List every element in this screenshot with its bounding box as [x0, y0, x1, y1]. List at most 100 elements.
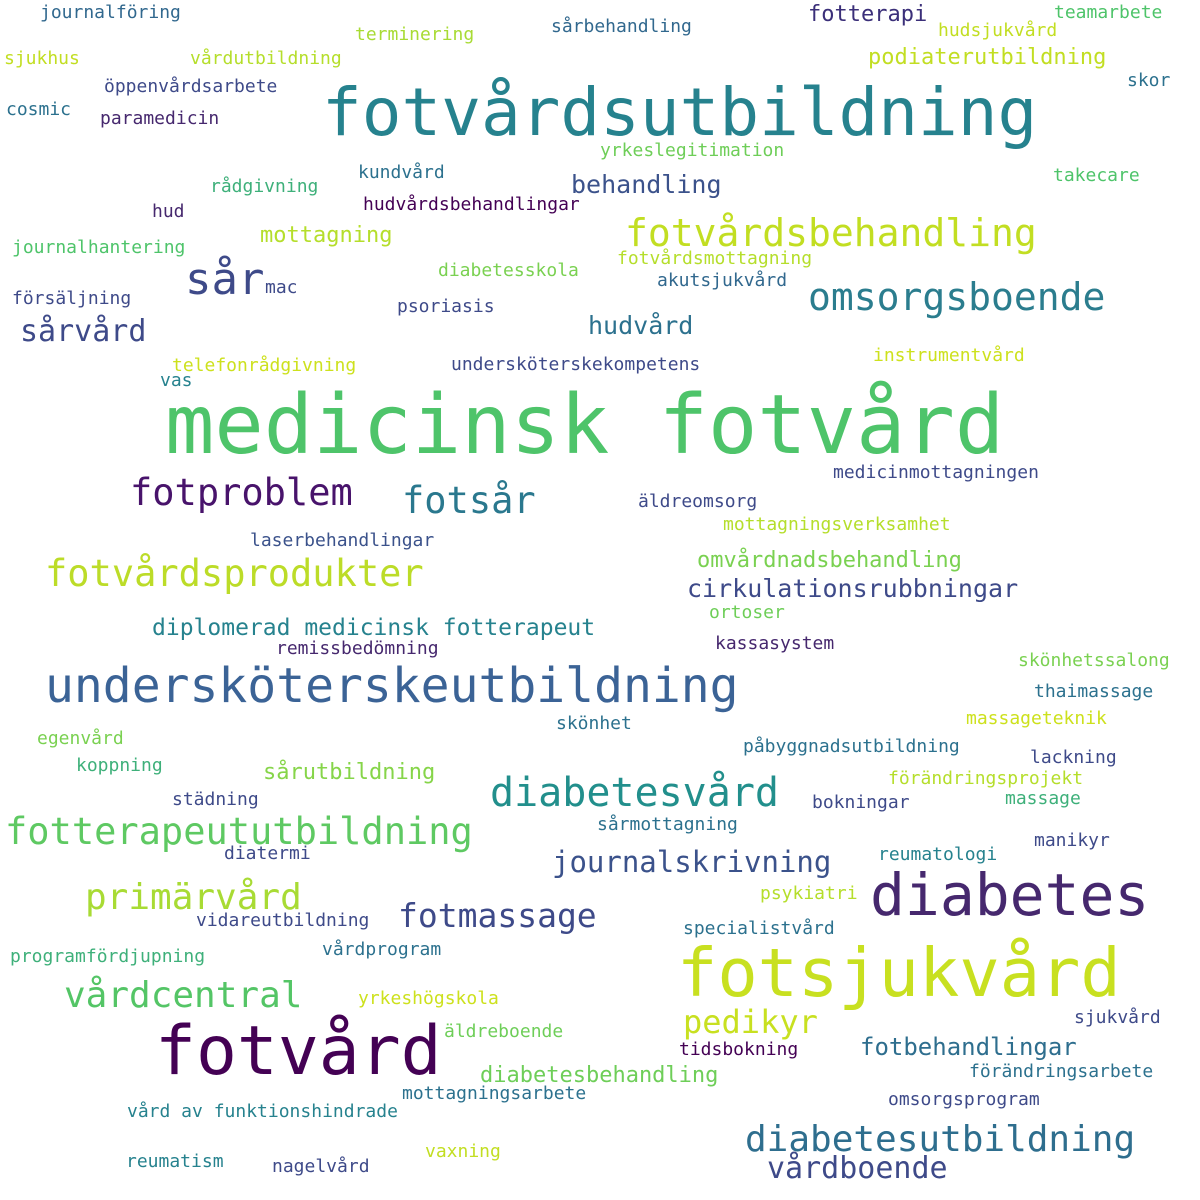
word-manikyr: manikyr	[1034, 830, 1110, 851]
word-fotvard: fotvård	[155, 1012, 442, 1091]
word-stadning: städning	[172, 789, 259, 810]
word-tidsbokning: tidsbokning	[679, 1039, 799, 1060]
word-vas: vas	[160, 370, 193, 391]
word-behandling: behandling	[571, 170, 722, 199]
word-primarvard: primärvård	[85, 877, 302, 918]
word-medicinsk-fotvard: medicinsk fotvård	[165, 378, 1005, 473]
word-pabyggnadsutbildning: påbyggnadsutbildning	[743, 736, 960, 757]
word-fotvardsmottagning: fotvårdsmottagning	[617, 248, 813, 269]
word-journalforing: journalföring	[40, 2, 181, 23]
word-forandringsprojekt: förändringsprojekt	[888, 768, 1084, 789]
word-ortoser: ortoser	[709, 602, 785, 623]
word-programfordjupning: programfördjupning	[10, 946, 206, 967]
word-remissbedomning: remissbedömning	[276, 638, 439, 659]
word-yrkeslegitimation: yrkeslegitimation	[600, 140, 785, 161]
word-omvardnadsbehandling: omvårdnadsbehandling	[697, 548, 962, 573]
word-akutsjukvard: akutsjukvård	[657, 270, 788, 291]
word-diabetesbehandling: diabetesbehandling	[480, 1063, 719, 1088]
word-paramedicin: paramedicin	[100, 108, 220, 129]
word-kassasystem: kassasystem	[715, 633, 835, 654]
word-skonhetssalong: skönhetssalong	[1018, 650, 1170, 671]
word-oppenvardsarbete: öppenvårdsarbete	[104, 76, 278, 97]
word-hudsjukvard: hudsjukvård	[938, 20, 1058, 41]
word-journalhantering: journalhantering	[12, 237, 186, 258]
word-pedikyr: pedikyr	[683, 1003, 818, 1041]
word-sar: sår	[185, 254, 265, 305]
word-fotbehandlingar: fotbehandlingar	[860, 1033, 1077, 1061]
word-sarbehandling: sårbehandling	[551, 16, 692, 37]
word-aldreboende: äldreboende	[444, 1021, 564, 1042]
word-lackning: lackning	[1030, 747, 1117, 768]
word-nagelvard: nagelvård	[272, 1156, 370, 1177]
word-cirkulationsrubbningar: cirkulationsrubbningar	[687, 574, 1019, 603]
word-diabetes: diabetes	[870, 861, 1150, 929]
word-mac: mac	[265, 277, 298, 298]
word-terminering: terminering	[355, 24, 475, 45]
word-medicinmottagningen: medicinmottagningen	[833, 462, 1039, 483]
word-hud: hud	[152, 201, 185, 222]
word-sjukvard: sjukvård	[1074, 1007, 1161, 1028]
word-takecare: takecare	[1053, 165, 1140, 186]
word-mottagningsverksamhet: mottagningsverksamhet	[723, 514, 951, 535]
word-fotvardsbehandling: fotvårdsbehandling	[625, 211, 1037, 255]
word-teamarbete: teamarbete	[1054, 2, 1163, 23]
word-cosmic: cosmic	[6, 99, 72, 120]
word-mottagning: mottagning	[260, 223, 393, 248]
word-egenvard: egenvård	[37, 728, 124, 749]
word-sarutbildning: sårutbildning	[263, 760, 436, 785]
word-skonhet: skönhet	[556, 713, 632, 734]
word-kundvard: kundvård	[358, 162, 445, 183]
word-radgivning: rådgivning	[210, 176, 319, 197]
word-fotmassage: fotmassage	[398, 896, 597, 935]
word-laserbehandlingar: laserbehandlingar	[250, 530, 435, 551]
word-instrumentvard: instrumentvård	[873, 345, 1025, 366]
word-vardutbildning: vårdutbildning	[190, 48, 342, 69]
word-vaxning: vaxning	[425, 1141, 501, 1162]
word-thaimassage: thaimassage	[1034, 681, 1154, 702]
word-diatermi: diatermi	[224, 843, 311, 864]
word-psykiatri: psykiatri	[760, 883, 858, 904]
word-omsorgsprogram: omsorgsprogram	[888, 1089, 1040, 1110]
word-vardcentral: vårdcentral	[64, 975, 303, 1016]
word-vidareutbildning: vidareutbildning	[196, 910, 370, 931]
word-vardprogram: vårdprogram	[322, 939, 442, 960]
word-fotsar: fotsår	[402, 479, 536, 522]
word-massageteknik: massageteknik	[966, 708, 1107, 729]
word-hudvardsbehandlingar: hudvårdsbehandlingar	[363, 194, 580, 215]
word-diabetesvard: diabetesvård	[490, 770, 779, 816]
word-sjukhus: sjukhus	[4, 48, 80, 69]
word-underskoterskeutbildning: undersköterskeutbildning	[45, 658, 739, 714]
word-omsorgsboende: omsorgsboende	[808, 275, 1106, 319]
word-fotvardsutbildning: fotvårdsutbildning	[322, 74, 1038, 151]
word-skor: skor	[1127, 70, 1171, 91]
word-aldreomsorg: äldreomsorg	[638, 491, 758, 512]
word-bokningar: bokningar	[812, 792, 910, 813]
word-fotvardsprodukter: fotvårdsprodukter	[45, 552, 424, 595]
word-psoriasis: psoriasis	[397, 296, 495, 317]
word-massage: massage	[1005, 788, 1081, 809]
word-reumatism: reumatism	[126, 1151, 224, 1172]
word-fotterapeututbildning: fotterapeututbildning	[5, 810, 473, 853]
word-vardboende: vårdboende	[767, 1151, 948, 1186]
word-specialistvard: specialistvård	[683, 918, 835, 939]
word-diplomerad-medicinsk-fotterapeut: diplomerad medicinsk fotterapeut	[152, 615, 596, 641]
word-underskoterskekompetens: undersköterskekompetens	[451, 354, 701, 375]
word-fotterapi: fotterapi	[808, 2, 928, 27]
word-hudvard: hudvård	[588, 311, 694, 340]
word-fotproblem: fotproblem	[130, 471, 353, 514]
word-sarmottagning: sårmottagning	[597, 814, 738, 835]
word-yrkeshogskola: yrkeshögskola	[358, 988, 499, 1009]
word-podiaterutbildning: podiaterutbildning	[868, 45, 1107, 70]
word-telefonradgivning: telefonrådgivning	[172, 355, 357, 376]
word-vard-av-funktionshindrade: vård av funktionshindrade	[127, 1101, 398, 1122]
word-forandringsarbete: förändringsarbete	[969, 1061, 1154, 1082]
word-diabetesutbildning: diabetesutbildning	[745, 1119, 1136, 1160]
word-fotsjukvard: fotsjukvård	[677, 934, 1121, 1012]
word-journalskrivning: journalskrivning	[552, 845, 832, 879]
word-diabetesskola: diabetesskola	[438, 260, 579, 281]
word-sarvard: sårvård	[20, 314, 147, 349]
word-forsaljning: försäljning	[12, 288, 132, 309]
word-reumatologi: reumatologi	[878, 844, 998, 865]
word-mottagningsarbete: mottagningsarbete	[402, 1083, 587, 1104]
